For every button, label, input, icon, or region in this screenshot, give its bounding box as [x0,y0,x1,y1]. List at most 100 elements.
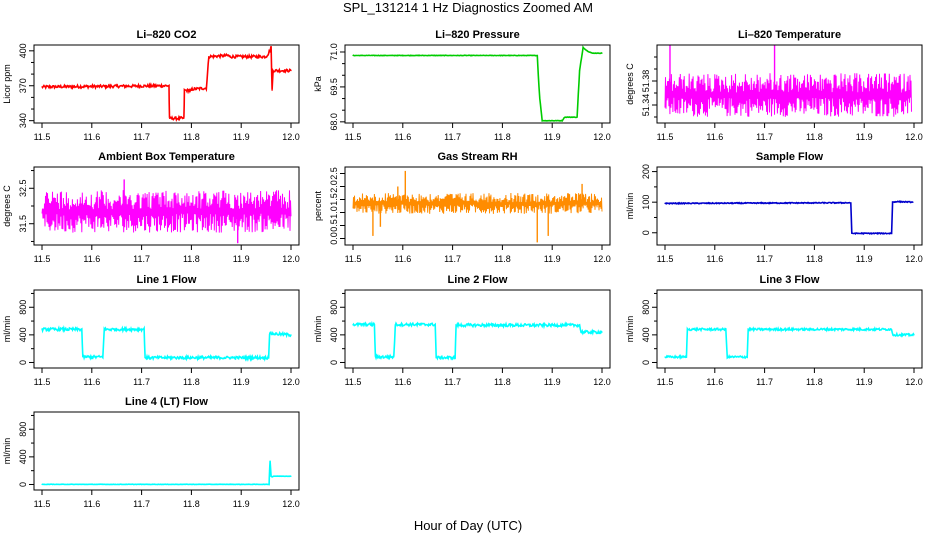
series-group [352,320,603,361]
data-point [454,357,456,359]
data-point [578,70,581,72]
x-tick-label: 11.6 [83,377,100,387]
y-axis-label: ml/min [313,316,323,343]
data-point [913,334,915,336]
y-tick-label: 800 [329,300,339,315]
data-point [539,97,541,100]
data-point [41,86,43,88]
x-tick-label: 11.6 [83,132,100,142]
series-line [41,324,292,362]
y-axis-label: degrees C [625,63,635,105]
series-group [664,326,915,361]
data-point [601,52,603,54]
data-point [434,323,436,326]
data-point [168,117,171,119]
series-line [352,192,603,214]
y-tick-label: 370 [18,78,28,93]
plot-frame [344,166,611,246]
data-point [664,356,666,358]
y-axis-label: ml/min [2,438,12,465]
panel-title: Line 4 (LT) Flow [125,396,208,408]
x-tick-label: 11.5 [345,132,362,142]
data-point [267,357,270,359]
series-group [41,46,292,122]
x-tick-label: 11.7 [756,377,773,387]
y-tick-label: 0 [18,482,28,487]
data-point [576,116,578,118]
series-group [352,45,603,122]
x-tick-label: 12.0 [905,377,923,387]
data-point [102,356,104,358]
series-group [41,460,292,486]
x-tick-label: 11.9 [856,377,873,387]
y-axis-label: percent [313,190,323,221]
panel-4: Gas Stream RH percent 11.5 11.6 11.7 11.8 11.9… [313,151,611,264]
panel-3: Ambient Box Temperature degrees C 11.5 11.6… [2,151,300,264]
y-tick-label: 51.38 [641,70,651,93]
panel-0: Li–820 CO2 Licor ppm 11.5 11.6 11.7 11.8 11.9 1… [2,29,300,142]
y-tick-label: 340 [18,113,28,128]
plot-frame [33,411,300,491]
data-point [143,328,145,330]
data-point [890,328,893,330]
panel-title: Gas Stream RH [437,151,517,163]
data-point [81,328,83,330]
data-point [190,89,192,92]
data-point [891,201,894,203]
data-point [747,328,749,330]
data-point [541,120,543,122]
y-tick-label: 0 [18,360,28,365]
data-point [183,89,186,92]
y-tick-label: 1.5 [329,193,339,206]
data-point [373,323,376,326]
data-point [205,87,207,89]
x-tick-label: 11.5 [34,377,51,387]
x-tick-label: 11.5 [657,254,674,264]
plot-frame [656,166,923,246]
data-point [578,324,581,326]
panel-8: Line 3 Flow ml/min 11.5 11.6 11.7 11.8 11.9 12.… [625,274,923,387]
data-point [601,331,603,333]
series-line [664,326,915,361]
data-point [41,483,43,485]
y-tick-label: 2.5 [329,167,339,180]
data-point [190,88,192,90]
data-point [591,52,593,54]
x-tick-label: 11.6 [706,132,723,142]
data-point [374,356,377,358]
x-tick-label: 12.0 [282,132,300,142]
panel-title: Li–820 Pressure [435,29,519,41]
data-point [850,202,852,204]
x-tick-label: 12.0 [593,132,611,142]
x-tick-label: 11.7 [133,499,150,509]
series-group [664,200,914,236]
x-tick-label: 11.6 [83,254,100,264]
x-tick-label: 11.9 [233,377,250,387]
figure-title: SPL_131214 1 Hz Diagnostics Zoomed AM [342,0,594,15]
series-group [664,45,912,117]
x-tick-label: 11.9 [233,499,250,509]
data-point [268,470,271,472]
data-point [581,53,583,55]
data-point [272,475,275,477]
x-tick-label: 11.7 [756,132,773,142]
x-tick-label: 11.6 [394,377,411,387]
data-point [352,54,354,57]
panel-5: Sample Flow ml/min 11.5 11.6 11.7 11.8 11.9 12.… [625,151,923,264]
data-point [228,54,230,57]
x-tick-label: 11.7 [133,254,150,264]
panel-7: Line 2 Flow ml/min 11.5 11.6 11.7 11.8 11.9 12.… [313,274,611,387]
y-tick-label: 800 [641,300,651,315]
data-point [271,476,273,478]
data-point [851,232,853,234]
x-tick-label: 11.8 [494,254,511,264]
x-tick-label: 11.7 [756,254,773,264]
data-point [103,328,105,330]
x-tick-label: 11.6 [394,132,411,142]
x-tick-label: 11.9 [544,377,561,387]
x-tick-label: 12.0 [905,254,923,264]
data-point [290,70,292,72]
x-tick-label: 11.5 [345,254,362,264]
data-point [267,52,270,54]
